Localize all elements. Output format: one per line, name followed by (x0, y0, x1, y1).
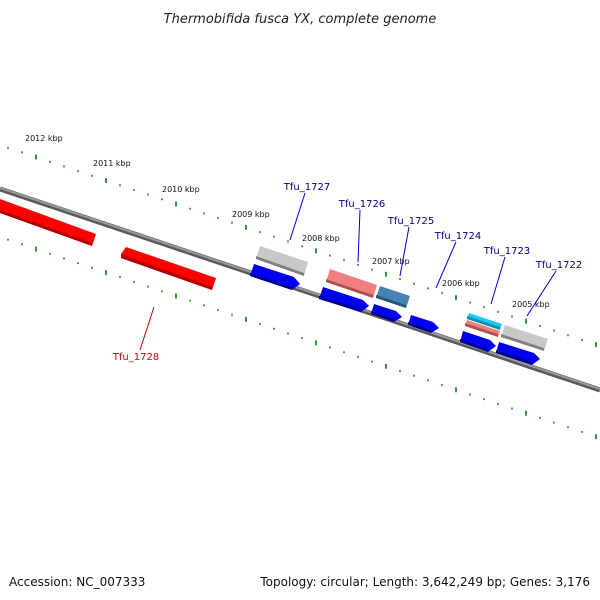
reverse-leader-line (139, 306, 155, 351)
gene-label-tfu-1722[interactable]: Tfu_1722 (535, 260, 582, 271)
gene-tfu-1725-steel[interactable] (376, 286, 410, 308)
accession-text: Accession: NC_007333 (9, 575, 145, 589)
cds-tfu-1727[interactable] (250, 264, 300, 290)
inner-tick-row (7, 238, 597, 440)
scale-label-2005: 2005 kbp (512, 300, 550, 309)
gene-label-tfu-1725[interactable]: Tfu_1725 (387, 216, 434, 227)
scale-label-2009: 2009 kbp (232, 210, 270, 219)
gene-tfu-1727-grey[interactable] (256, 246, 308, 276)
scale-label-2006: 2006 kbp (442, 279, 480, 288)
cds-tfu-1725[interactable] (371, 304, 402, 322)
scale-label-2008: 2008 kbp (302, 234, 340, 243)
cds-tfu-1723[interactable] (460, 331, 496, 352)
gene-label-tfu-1726[interactable]: Tfu_1726 (338, 199, 385, 210)
gene-label-tfu-1728[interactable]: Tfu_1728 (112, 352, 159, 363)
gene-label-tfu-1724[interactable]: Tfu_1724 (434, 231, 481, 242)
gene-labels: Tfu_1727 Tfu_1726 Tfu_1725 Tfu_1724 Tfu_… (112, 182, 582, 363)
genome-backbone (0, 186, 600, 393)
cds-tfu-1726[interactable] (319, 287, 369, 312)
outer-tick-row (7, 146, 597, 348)
gene-label-tfu-1723[interactable]: Tfu_1723 (483, 246, 530, 257)
topology-text: Topology: circular; Length: 3,642,249 bp… (259, 575, 590, 589)
forward-leader-lines (289, 192, 557, 317)
gene-tfu-1728[interactable] (121, 247, 216, 290)
gene-tfu-1723-pink[interactable] (465, 320, 500, 337)
scale-label-2012: 2012 kbp (25, 134, 63, 143)
scale-label-2007: 2007 kbp (372, 257, 410, 266)
gene-label-tfu-1727[interactable]: Tfu_1727 (283, 182, 330, 193)
gene-tfu-1726-pink[interactable] (326, 269, 377, 298)
cds-tfu-1724[interactable] (408, 315, 439, 333)
scale-label-2011: 2011 kbp (93, 159, 131, 168)
diagram-title: Thermobifida fusca YX, complete genome (164, 12, 437, 27)
cds-tfu-1722[interactable] (496, 342, 540, 365)
gene-block-reverse-left[interactable] (0, 199, 96, 246)
scale-labels: 2012 kbp 2011 kbp 2010 kbp 2009 kbp 2008… (25, 134, 550, 309)
scale-label-2010: 2010 kbp (162, 185, 200, 194)
gene-tfu-1722-grey[interactable] (501, 325, 548, 351)
gene-tfu-1723-cyan[interactable] (467, 313, 502, 330)
